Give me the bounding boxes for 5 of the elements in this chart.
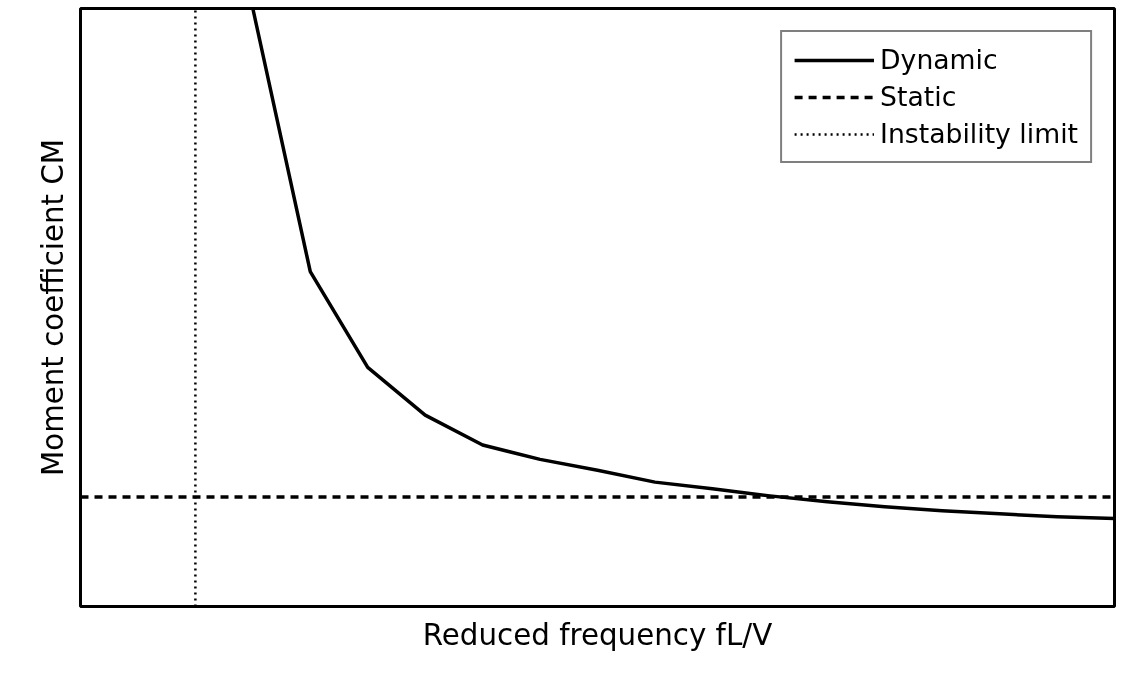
legend-label: Dynamic xyxy=(880,44,998,75)
legend-label: Static xyxy=(880,81,957,112)
x-axis-title: Reduced frequency fL/V xyxy=(422,617,773,652)
annotation: Instability limit xyxy=(880,118,1078,149)
y-axis-title: Moment coefficient CM xyxy=(35,138,70,477)
